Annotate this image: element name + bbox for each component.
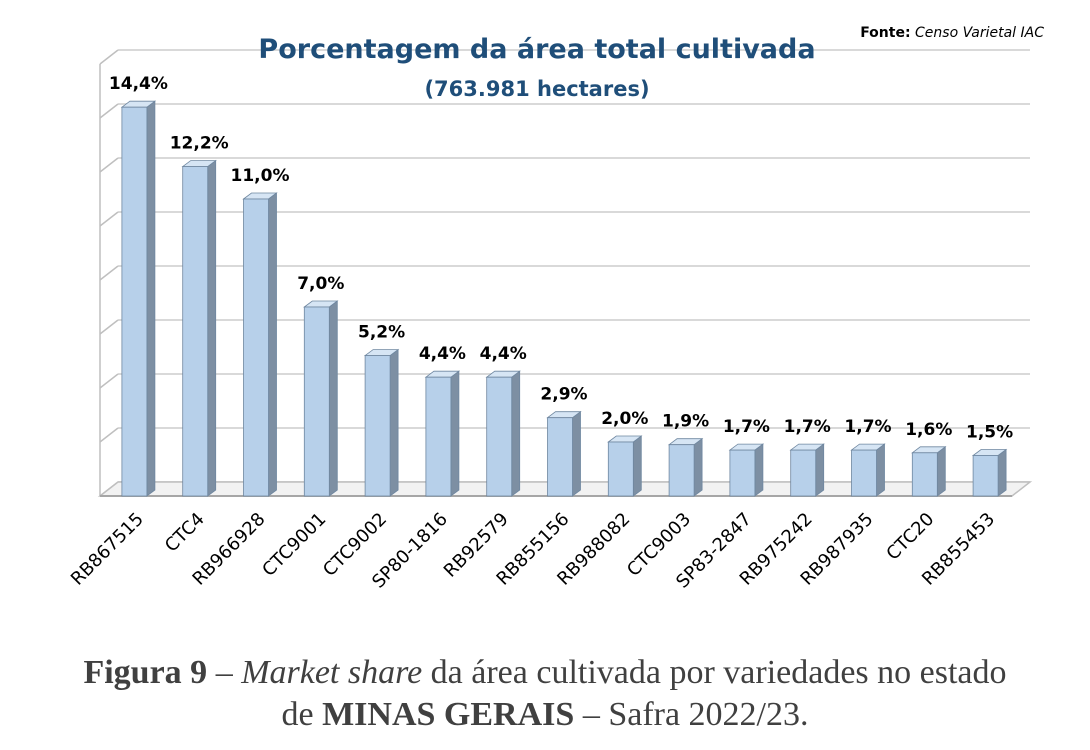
bar-front [425, 376, 452, 497]
x-tick-label: RB867515 [67, 509, 148, 590]
gridline-side [99, 103, 119, 119]
bar-front [303, 306, 330, 497]
bar [607, 435, 643, 497]
bar-front [729, 449, 756, 497]
bar-side [572, 410, 581, 497]
bar [424, 370, 461, 497]
data-label: 1,9% [662, 412, 709, 432]
bar-chart: 14,4% 12,2%11,0% 7,0% 5,2% 4,4% 4,4% 2,9% 2,0% 1… [67, 25, 1044, 593]
bars [120, 100, 1008, 497]
bar-side [389, 348, 399, 497]
bar-side [146, 100, 156, 497]
bar-side [815, 443, 825, 497]
bar-side [268, 192, 277, 497]
bar-side [693, 437, 703, 497]
bar-side [936, 445, 946, 497]
bar [120, 100, 157, 497]
bar-front [790, 449, 817, 497]
caption-text-2: – Safra 2022/23. [574, 696, 809, 733]
bar-front [851, 449, 877, 497]
caption-line-1: Figura 9 – Market share da área cultivad… [0, 652, 1090, 694]
data-label: 1,7% [784, 417, 831, 437]
bar-front [547, 417, 573, 497]
caption-line-2: de MINAS GERAIS – Safra 2022/23. [0, 694, 1090, 736]
bar [789, 443, 825, 497]
bar-front [243, 198, 269, 497]
source-label: Fonte: [860, 25, 910, 41]
caption-text-1: da área cultivada por variedades no esta… [422, 654, 1007, 691]
bar-front [911, 452, 938, 497]
bar-side [876, 443, 885, 497]
bar-side [450, 370, 460, 497]
data-label: 1,6% [905, 420, 952, 440]
bar [485, 370, 521, 497]
bar-front [182, 166, 209, 497]
bar [363, 348, 400, 497]
data-label: 1,7% [723, 417, 770, 437]
gridline-side [99, 373, 119, 389]
x-tick-label: CTC20 [882, 509, 938, 565]
bar-side [997, 448, 1007, 497]
caption-state: MINAS GERAIS [322, 696, 575, 733]
bar-side [207, 159, 217, 497]
bar-front [364, 355, 391, 497]
data-label: 2,0% [601, 409, 648, 429]
gridline-side [99, 157, 119, 173]
chart-subtitle: (763.981 hectares) [424, 77, 649, 101]
bar [242, 192, 278, 497]
bar-front [668, 444, 695, 497]
gridline-side [99, 427, 119, 443]
source-text: Censo Varietal IAC [915, 25, 1044, 41]
bar [971, 448, 1008, 497]
caption-figure-label: Figura 9 [83, 654, 208, 691]
figure-caption: Figura 9 – Market share da área cultivad… [0, 652, 1090, 736]
caption-dash: – [207, 654, 242, 691]
data-label: 4,4% [480, 344, 527, 364]
bar [181, 159, 217, 497]
x-tick-label: CTC4 [161, 509, 209, 557]
data-label: 7,0% [297, 274, 344, 294]
data-label: 1,5% [966, 423, 1013, 443]
bar [911, 445, 947, 497]
bar-front [486, 376, 513, 497]
chart-title: Porcentagem da área total cultivada [258, 34, 815, 65]
bar-side [754, 443, 764, 497]
data-labels: 14,4% 12,2%11,0% 7,0% 5,2% 4,4% 4,4% 2,9% 2,0% 1… [109, 74, 1013, 442]
data-label: 2,9% [540, 385, 587, 405]
bar [546, 410, 582, 497]
bar [850, 443, 886, 497]
source-note: Fonte: Censo Varietal IAC [860, 25, 1044, 41]
gridline-side [99, 211, 119, 227]
bar-front [972, 455, 999, 497]
bar-side [511, 370, 521, 497]
bar-side [328, 300, 338, 497]
bar [728, 443, 765, 497]
x-tick-label: CTC9001 [258, 509, 330, 581]
data-label: 1,7% [844, 417, 891, 437]
gridline-side [99, 319, 119, 335]
gridline-side [99, 49, 119, 65]
bar [303, 300, 339, 497]
bar [667, 437, 704, 497]
data-label: 11,0% [231, 166, 290, 186]
x-tick-labels: RB867515 CTC4RB966928CTC9001CTC9002SP80-1… [67, 509, 999, 593]
bar-front [121, 106, 148, 497]
data-label: 5,2% [358, 323, 405, 343]
caption-italic: Market share [241, 654, 423, 691]
data-label: 4,4% [419, 344, 466, 364]
bar-front [607, 441, 634, 497]
bar-side [632, 435, 642, 497]
data-label: 12,2% [170, 134, 229, 154]
data-label: 14,4% [109, 74, 168, 94]
caption-prefix-2: de [281, 696, 323, 733]
gridline-side [99, 265, 119, 281]
